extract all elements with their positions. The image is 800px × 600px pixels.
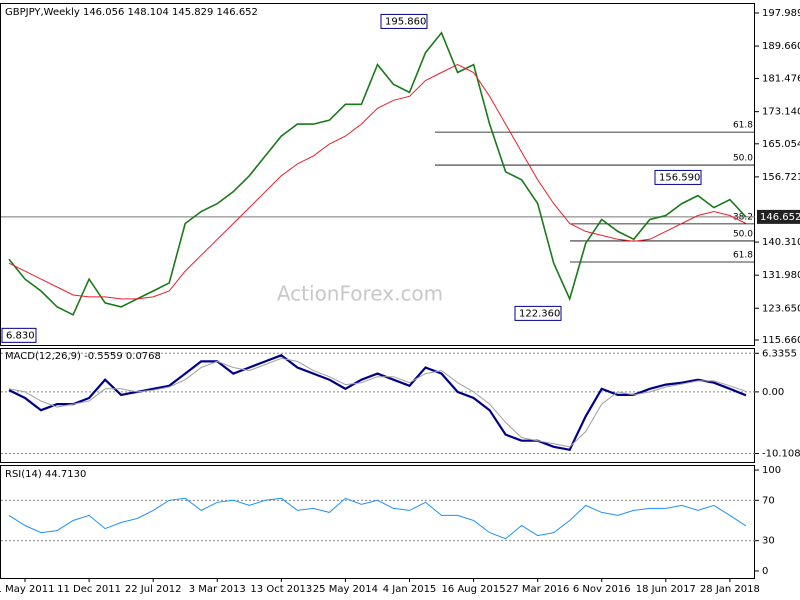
x-tick-label: 11 Dec 2011 <box>57 584 121 595</box>
y-tick-label: 0.00 <box>762 387 784 398</box>
series-line <box>8 357 747 448</box>
series-line <box>8 497 747 540</box>
y-tick-label: 30 <box>762 536 775 547</box>
price-title: GBPJPY,Weekly 146.056 148.104 145.829 14… <box>5 7 258 18</box>
last-price-box <box>757 209 800 224</box>
annotation-box <box>380 13 428 29</box>
annotation-label: 195.860 <box>385 16 426 27</box>
y-tick-label: 123.650 <box>762 303 800 314</box>
y-tick-label: 115.660 <box>762 335 800 346</box>
x-tick-label: 27 Mar 2016 <box>506 584 569 595</box>
y-tick-label: 181.476 <box>762 74 800 85</box>
fib-label: 61.8 <box>733 121 753 131</box>
annotation-label: 122.360 <box>519 308 560 319</box>
x-tick-label: 4 Jan 2015 <box>383 584 437 595</box>
annotation-label: 6.830 <box>6 330 35 341</box>
fib-label: 61.8 <box>733 250 753 260</box>
annotation-label: 156.590 <box>659 172 700 183</box>
y-tick-label: 6.3355 <box>762 348 797 359</box>
series-line <box>8 354 747 452</box>
series-line <box>8 64 747 300</box>
y-tick-label: 156.721 <box>762 172 800 183</box>
y-tick-label: 140.310 <box>762 237 800 248</box>
x-tick-label: 25 May 2014 <box>313 584 378 595</box>
macd-panel <box>0 348 755 463</box>
y-tick-label: 165.054 <box>762 139 800 150</box>
x-tick-label: 28 Jan 2018 <box>700 584 760 595</box>
y-tick-label: 70 <box>762 495 775 506</box>
annotation-box <box>1 327 37 343</box>
rsi-panel <box>0 465 755 579</box>
annotation-box <box>514 305 562 321</box>
macd-title: MACD(12,26,9) -0.5559 0.0768 <box>5 351 161 362</box>
fib-label: 50.0 <box>733 154 753 164</box>
y-tick-label: 173.140 <box>762 107 800 118</box>
x-tick-label: 22 Jul 2012 <box>125 584 182 595</box>
y-tick-label: 197.989 <box>762 8 800 19</box>
price-panel <box>0 3 755 346</box>
y-tick-label: 189.660 <box>762 41 800 52</box>
y-tick-label: -10.1082 <box>762 449 800 460</box>
rsi-title: RSI(14) 44.7130 <box>5 469 86 480</box>
annotation-box <box>654 169 702 185</box>
x-tick-label: 13 Oct 2013 <box>250 584 312 595</box>
y-tick-label: 131.980 <box>762 270 800 281</box>
y-tick-label: 100 <box>762 465 781 476</box>
last-price-label: 146.652 <box>760 212 800 223</box>
fib-label: 50.0 <box>733 229 753 239</box>
x-tick-label: 3 Mar 2013 <box>189 584 246 595</box>
x-tick-label: 1 May 2011 <box>0 584 54 595</box>
y-tick-label: 0 <box>762 566 768 577</box>
series-line <box>8 31 747 316</box>
watermark: ActionForex.com <box>277 282 443 306</box>
x-tick-label: 6 Nov 2016 <box>573 584 631 595</box>
x-tick-label: 18 Jun 2017 <box>636 584 696 595</box>
x-tick-label: 16 Aug 2015 <box>442 584 506 595</box>
